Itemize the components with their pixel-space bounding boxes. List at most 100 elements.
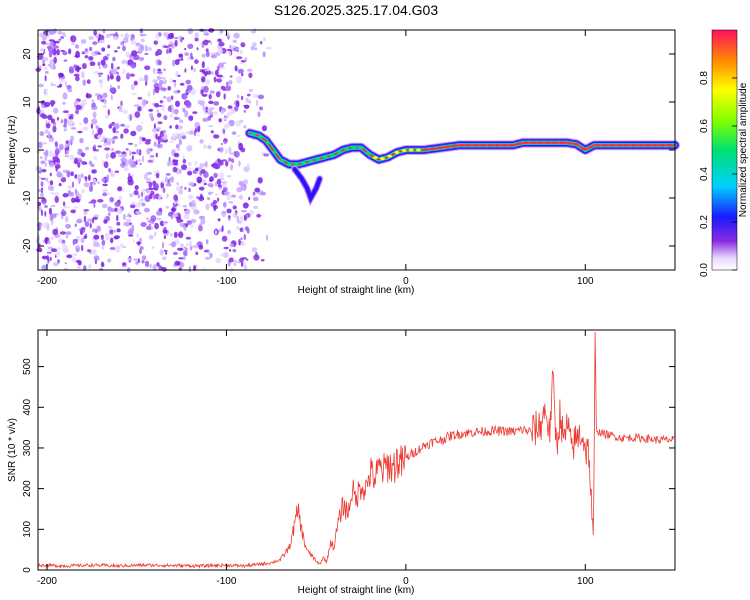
noise-speckle — [146, 188, 149, 194]
noise-speckle — [196, 176, 203, 183]
noise-speckle — [260, 191, 266, 196]
noise-speckle — [150, 116, 155, 122]
noise-speckle — [181, 93, 188, 100]
noise-speckle — [252, 205, 259, 209]
ridge-spot — [573, 142, 579, 146]
noise-speckle — [58, 72, 63, 78]
noise-speckle — [223, 141, 227, 145]
noise-speckle — [179, 222, 185, 228]
noise-speckle — [80, 173, 84, 179]
noise-speckle — [139, 28, 144, 34]
noise-speckle — [108, 168, 112, 173]
noise-speckle — [122, 245, 127, 249]
noise-speckle — [67, 185, 72, 190]
noise-speckle — [144, 195, 151, 203]
noise-speckle — [84, 176, 88, 180]
noise-speckle — [200, 169, 206, 174]
noise-speckle — [137, 96, 143, 100]
noise-speckle — [40, 113, 46, 118]
ridge-spot — [308, 159, 314, 163]
noise-speckle — [163, 32, 169, 38]
noise-speckle — [222, 128, 226, 135]
noise-speckle — [212, 131, 216, 136]
noise-speckle — [105, 232, 108, 237]
noise-speckle — [133, 258, 138, 261]
noise-speckle — [162, 187, 166, 194]
noise-speckle — [248, 88, 254, 93]
noise-speckle — [238, 194, 243, 200]
noise-speckle — [93, 234, 100, 240]
noise-speckle — [121, 151, 126, 155]
noise-speckle — [187, 170, 193, 176]
noise-speckle — [198, 224, 203, 232]
noise-speckle — [75, 104, 82, 110]
noise-speckle — [168, 140, 175, 143]
noise-speckle — [47, 114, 53, 121]
colorbar-gradient — [712, 30, 737, 270]
noise-speckle — [91, 169, 97, 174]
noise-speckle — [160, 197, 163, 200]
noise-speckle — [236, 94, 240, 99]
noise-speckle — [168, 156, 171, 162]
noise-speckle — [229, 243, 234, 248]
noise-speckle — [236, 56, 243, 60]
noise-speckle — [122, 189, 125, 193]
noise-speckle — [178, 257, 185, 260]
noise-speckle — [144, 74, 149, 82]
noise-speckle — [209, 90, 215, 94]
noise-speckle — [174, 59, 180, 66]
ridge-spot — [337, 150, 342, 154]
colorbar-tick-label: 0.0 — [699, 263, 710, 277]
noise-speckle — [202, 104, 205, 111]
noise-speckle — [101, 47, 106, 52]
noise-speckle — [231, 131, 237, 136]
noise-speckle — [128, 158, 134, 166]
spectrogram-x-label: Height of straight line (km) — [298, 285, 415, 296]
noise-speckle — [66, 170, 71, 178]
noise-speckle — [40, 209, 44, 217]
noise-speckle — [207, 251, 210, 255]
noise-speckle — [97, 127, 103, 135]
ridge-spot — [394, 150, 400, 154]
noise-speckle — [122, 109, 128, 114]
ridge-spot — [645, 143, 651, 147]
noise-speckle — [135, 261, 139, 265]
noise-speckle — [210, 130, 214, 134]
noise-speckle — [123, 221, 130, 227]
ridge-spot — [459, 143, 464, 147]
noise-speckle — [148, 187, 155, 191]
noise-speckle — [213, 101, 220, 106]
noise-speckle — [88, 56, 94, 61]
noise-speckle — [166, 193, 169, 199]
noise-speckle — [48, 50, 53, 58]
snr-y-ticks: 0 100 200 300 400 500 — [22, 358, 675, 573]
y-tick-label: 10 — [22, 96, 33, 108]
noise-speckle — [102, 188, 108, 194]
noise-speckle — [37, 189, 43, 192]
noise-speckle — [112, 56, 116, 62]
noise-speckle — [260, 41, 263, 45]
noise-speckle — [109, 232, 114, 235]
noise-speckle — [178, 189, 183, 195]
noise-speckle — [156, 48, 163, 56]
x-tick-label: -100 — [216, 276, 236, 287]
noise-speckle — [52, 125, 57, 133]
noise-speckle — [40, 47, 44, 53]
noise-speckle — [93, 144, 97, 148]
noise-speckle — [146, 148, 151, 155]
noise-speckle — [210, 107, 215, 110]
noise-speckle — [165, 173, 171, 176]
noise-speckle — [144, 65, 151, 71]
noise-speckle — [83, 211, 88, 215]
noise-speckle — [213, 172, 218, 179]
noise-speckle — [173, 80, 177, 88]
noise-speckle — [181, 135, 187, 140]
noise-speckle — [174, 39, 178, 47]
noise-speckle — [86, 92, 89, 99]
noise-speckle — [176, 216, 182, 224]
noise-speckle — [92, 178, 97, 183]
noise-speckle — [141, 255, 147, 261]
noise-speckle — [49, 172, 52, 177]
noise-speckle — [41, 169, 47, 173]
noise-speckle — [93, 203, 96, 208]
